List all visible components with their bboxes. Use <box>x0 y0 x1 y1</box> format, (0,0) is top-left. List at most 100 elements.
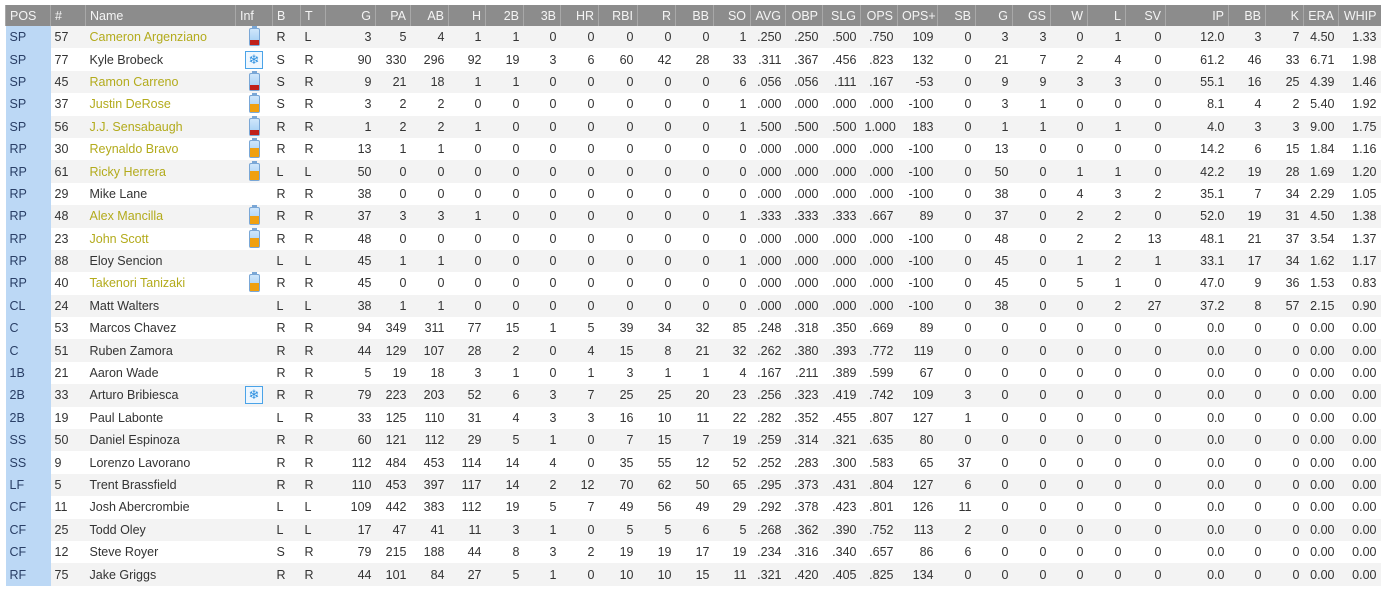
table-row[interactable]: RP 61 Ricky Herrera L L 50 0 0 0 0 0 0 0 0 0 0.000.000.… <box>5 160 1381 183</box>
cell-name[interactable]: Steve Royer <box>89 545 159 560</box>
table-row[interactable]: C 53 Marcos Chavez R R 94 349 311 77 15 1 5 39 34 32 85… <box>5 317 1381 340</box>
column-header-pos[interactable]: POS <box>5 5 51 26</box>
column-header-throws[interactable]: T <box>300 5 326 26</box>
cell-k: 36 <box>1285 276 1300 291</box>
column-header-ops-plus[interactable]: OPS+ <box>897 5 938 26</box>
cell-name[interactable]: Daniel Espinoza <box>85 429 236 452</box>
table-row[interactable]: CF 11 Josh Abercrombie L L 109 442 383 112 19 5 7 49… <box>5 496 1381 519</box>
column-header-bb[interactable]: BB <box>675 5 714 26</box>
column-header-pitch-g[interactable]: G <box>975 5 1013 26</box>
cell-name[interactable]: Arturo Bribiesca <box>85 384 236 407</box>
table-row[interactable]: RF 75 Jake Griggs R R 44 101 84 27 5 1 0 10 10 15 11.32… <box>5 563 1381 586</box>
cell-name[interactable]: Cameron Argenziano <box>85 26 236 49</box>
cell-sb: 0 <box>937 26 976 49</box>
cell-name[interactable]: Trent Brassfield <box>85 473 236 497</box>
cell-name[interactable]: Jake Griggs <box>85 563 236 586</box>
column-header-pa[interactable]: PA <box>375 5 411 26</box>
table-row[interactable]: CL 24 Matt Walters L L 38 1 1 0 0 0 0 0 0 0 0.000.000.0… <box>5 294 1381 318</box>
cell-name[interactable]: Takenori Tanizaki <box>89 276 186 291</box>
column-header-ab[interactable]: AB <box>410 5 449 26</box>
column-header-era[interactable]: ERA <box>1303 5 1339 26</box>
table-row[interactable]: C 51 Ruben Zamora R R 44 129 107 28 2 0 4 15 8 21 32.26… <box>5 339 1381 362</box>
cell-pos: C <box>5 317 51 340</box>
cell-name[interactable]: Ricky Herrera <box>85 160 236 183</box>
column-header-whip[interactable]: WHIP <box>1338 5 1381 26</box>
cell-name[interactable]: Kyle Brobeck <box>89 52 164 67</box>
cell-name[interactable]: Todd Oley <box>85 518 236 541</box>
column-header-3b[interactable]: 3B <box>523 5 561 26</box>
table-row[interactable]: RP 88 Eloy Sencion L L 45 1 1 0 0 0 0 0 0 0 1.000.000.0… <box>5 249 1381 273</box>
cell-obp: .380 <box>785 339 823 362</box>
column-header-hr[interactable]: HR <box>560 5 599 26</box>
cell-whip: 1.05 <box>1352 186 1377 201</box>
table-row[interactable]: RP 48 Alex Mancilla R R 37 3 3 1 0 0 0 0 0 0 1.333.333.… <box>5 205 1381 228</box>
column-header-2b[interactable]: 2B <box>485 5 524 26</box>
table-row[interactable]: CF 12 Steve Royer S R 79 215 188 44 8 3 2 19 19 17 19 .2… <box>5 540 1381 564</box>
column-header-w[interactable]: W <box>1050 5 1088 26</box>
cell-name[interactable]: Mike Lane <box>89 186 148 201</box>
table-row[interactable]: LF 5 Trent Brassfield R R 110 453 397 117 14 2 12 70… <box>5 473 1381 497</box>
column-header-gs[interactable]: GS <box>1012 5 1051 26</box>
table-row[interactable]: 1B 21 Aaron Wade R R 5 19 18 3 1 0 1 3 1 1 4 .167 .211 .38… <box>5 361 1381 385</box>
cell-name[interactable]: Lorenzo Lavorano <box>89 455 191 470</box>
table-row[interactable]: SP 57 Cameron Argenziano R L 3 5 4 1 1 0 0 0 0 0 1.250.… <box>5 26 1381 49</box>
cell-g: 79 <box>325 384 376 407</box>
column-header-ip[interactable]: IP <box>1165 5 1229 26</box>
cell-name[interactable]: Reynaldo Bravo <box>89 142 179 157</box>
cell-name[interactable]: Ruben Zamora <box>85 339 236 362</box>
cell-3b: 3 <box>549 52 557 67</box>
cell-name[interactable]: J.J. Sensabaugh <box>85 115 236 138</box>
cell-name[interactable]: Alex Mancilla <box>85 205 236 228</box>
column-header-sb[interactable]: SB <box>937 5 976 26</box>
table-row[interactable]: RP 40 Takenori Tanizaki R R 45 0 0 0 0 0 0 0 0 0 0 .000.… <box>5 272 1381 295</box>
column-header-number[interactable]: # <box>50 5 86 26</box>
column-header-avg[interactable]: AVG <box>750 5 786 26</box>
cell-ip: 0.0 <box>1165 384 1229 407</box>
cell-name[interactable]: Josh Abercrombie <box>89 500 190 515</box>
column-header-slg[interactable]: SLG <box>822 5 861 26</box>
cell-g: 37 <box>325 205 376 228</box>
cell-name[interactable]: Marcos Chavez <box>89 321 177 336</box>
column-header-g[interactable]: G <box>325 5 376 26</box>
cell-name[interactable]: Justin DeRose <box>89 97 171 112</box>
cell-name[interactable]: Matt Walters <box>85 294 236 318</box>
cell-obp: .211 <box>795 366 819 381</box>
table-row[interactable]: SS 50 Daniel Espinoza R R 60 121 112 29 5 1 0 7 15 7 19… <box>5 429 1381 452</box>
column-header-bats[interactable]: B <box>272 5 301 26</box>
cell-gs: 0 <box>1039 500 1047 515</box>
column-header-rbi[interactable]: RBI <box>598 5 638 26</box>
table-row[interactable]: CF 25 Todd Oley L L 17 47 41 11 3 1 0 5 5 6 5.268.362.3… <box>5 518 1381 541</box>
column-header-h[interactable]: H <box>448 5 486 26</box>
table-row[interactable]: RP 30 Reynaldo Bravo R R 13 1 1 0 0 0 0 0 0 0 0 .000 .000… <box>5 137 1381 161</box>
column-header-l[interactable]: L <box>1087 5 1126 26</box>
table-row[interactable]: 2B 19 Paul Labonte L R 33 125 110 31 4 3 3 16 10 11 22.… <box>5 406 1381 430</box>
cell-name[interactable]: Eloy Sencion <box>85 249 236 273</box>
cell-l: 3 <box>1087 70 1126 94</box>
column-header-sv[interactable]: SV <box>1125 5 1166 26</box>
table-row[interactable]: SP 77 Kyle Brobeck ❄ S R 90 330 296 92 19 3 6 60 42 28 3… <box>5 48 1381 71</box>
column-header-ops[interactable]: OPS <box>860 5 898 26</box>
column-header-r[interactable]: R <box>637 5 676 26</box>
table-row[interactable]: 2B 33 Arturo Bribiesca ❄ R R 79 223 203 52 6 3 7 25 25… <box>5 384 1381 407</box>
cell-gs: 0 <box>1012 518 1051 541</box>
cell-name[interactable]: Aaron Wade <box>89 366 159 381</box>
cell-name[interactable]: Ramon Carreno <box>85 70 236 94</box>
table-row[interactable]: SP 45 Ramon Carreno S R 9 21 18 1 1 0 0 0 0 0 6.056.056… <box>5 70 1381 94</box>
column-header-name[interactable]: Name <box>85 5 236 26</box>
cell-sv: 27 <box>1125 294 1166 318</box>
cell-name[interactable]: Paul Labonte <box>89 410 164 425</box>
cell-throws: R <box>300 563 326 586</box>
column-header-so[interactable]: SO <box>713 5 751 26</box>
column-header-obp[interactable]: OBP <box>785 5 823 26</box>
table-row[interactable]: RP 23 John Scott R R 48 0 0 0 0 0 0 0 0 0 0 .000 .000 .000… <box>5 227 1381 250</box>
cell-hr: 0 <box>560 429 599 452</box>
cell-name[interactable]: John Scott <box>89 231 149 246</box>
column-header-inf[interactable]: Inf <box>235 5 273 26</box>
table-row[interactable]: SP 56 J.J. Sensabaugh R R 1 2 2 1 0 0 0 0 0 0 1.500.500… <box>5 115 1381 138</box>
column-header-k[interactable]: K <box>1265 5 1304 26</box>
table-row[interactable]: SP 37 Justin DeRose S R 3 2 2 0 0 0 0 0 0 0 1 .000 .000 .0… <box>5 93 1381 116</box>
table-row[interactable]: SS 9 Lorenzo Lavorano R R 112 484 453 114 14 4 0 35 5… <box>5 451 1381 474</box>
column-header-pitch-bb[interactable]: BB <box>1228 5 1266 26</box>
table-row[interactable]: RP 29 Mike Lane R R 38 0 0 0 0 0 0 0 0 0 0 .000 .000 .000.… <box>5 182 1381 206</box>
cell-bats: S <box>276 52 285 67</box>
